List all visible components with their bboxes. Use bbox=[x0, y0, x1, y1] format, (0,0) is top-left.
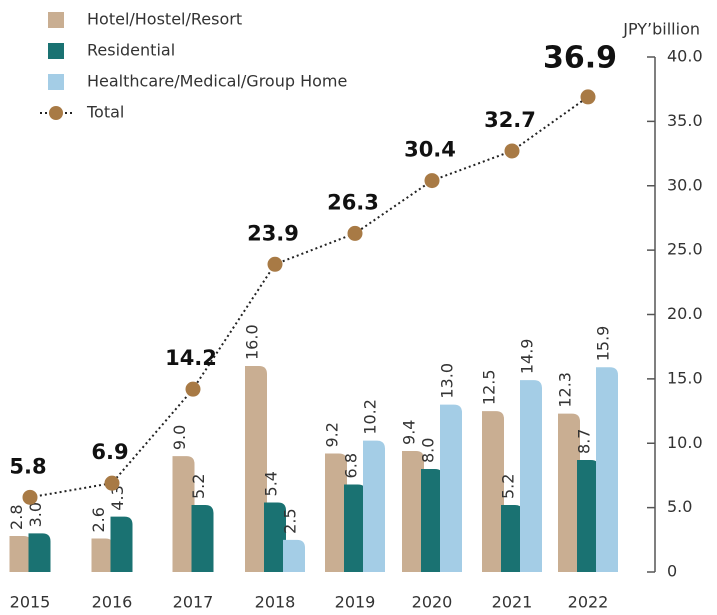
legend-dot bbox=[49, 106, 63, 120]
value-label: 15.9 bbox=[594, 326, 613, 362]
total-label: 23.9 bbox=[247, 221, 299, 245]
y-tick-label: 20.0 bbox=[667, 304, 703, 323]
value-label: 16.0 bbox=[243, 324, 262, 360]
value-label: 5.2 bbox=[499, 474, 518, 499]
y-tick-label: 25.0 bbox=[667, 240, 703, 259]
bar bbox=[596, 367, 618, 572]
total-line bbox=[29, 96, 589, 499]
bar bbox=[191, 505, 214, 572]
bar bbox=[558, 413, 580, 572]
total-point bbox=[185, 381, 201, 397]
total-point bbox=[580, 89, 596, 105]
bar bbox=[264, 502, 286, 572]
legend-swatch bbox=[48, 12, 64, 28]
bar bbox=[325, 453, 347, 572]
value-label: 2.6 bbox=[89, 507, 108, 532]
bar bbox=[91, 538, 114, 572]
total-point bbox=[267, 256, 283, 272]
value-label: 9.0 bbox=[170, 425, 189, 450]
bar bbox=[28, 533, 51, 572]
value-label: 12.3 bbox=[556, 372, 575, 408]
value-label: 8.0 bbox=[419, 438, 438, 463]
bar bbox=[283, 539, 305, 572]
value-label: 3.0 bbox=[26, 502, 45, 527]
y-tick-label: 30.0 bbox=[667, 175, 703, 194]
legend-label: Residential bbox=[87, 41, 175, 60]
total-label: 6.9 bbox=[91, 440, 128, 464]
value-label: 12.5 bbox=[480, 369, 499, 405]
legend-label: Hotel/Hostel/Resort bbox=[87, 10, 242, 29]
bar bbox=[110, 516, 133, 572]
value-label: 13.0 bbox=[438, 363, 457, 399]
value-label: 5.2 bbox=[189, 474, 208, 499]
bar bbox=[344, 484, 366, 572]
legend-swatch bbox=[48, 74, 64, 90]
bar bbox=[245, 366, 267, 572]
legend-swatch bbox=[48, 43, 64, 59]
bar bbox=[363, 440, 385, 572]
y-tick-label: 15.0 bbox=[667, 368, 703, 387]
bar bbox=[501, 505, 523, 572]
value-label: 6.8 bbox=[342, 453, 361, 478]
y-tick-label: 35.0 bbox=[667, 111, 703, 130]
total-point bbox=[347, 225, 363, 241]
value-label: 5.4 bbox=[262, 471, 281, 496]
total-label: 26.3 bbox=[327, 190, 379, 214]
x-tick-label: 2018 bbox=[255, 593, 296, 612]
total-point bbox=[424, 173, 440, 189]
bar bbox=[482, 411, 504, 572]
total-point bbox=[22, 489, 38, 505]
unit-label: JPY’billion bbox=[622, 20, 700, 39]
value-label: 8.7 bbox=[575, 429, 594, 454]
bar bbox=[402, 450, 424, 572]
bar bbox=[577, 459, 599, 572]
x-tick-label: 2022 bbox=[568, 593, 609, 612]
value-label: 2.8 bbox=[7, 504, 26, 529]
value-label: 9.4 bbox=[400, 420, 419, 445]
total-label: 14.2 bbox=[165, 346, 217, 370]
value-label: 4.3 bbox=[108, 485, 127, 510]
total-label: 5.8 bbox=[9, 454, 46, 478]
value-label: 14.9 bbox=[518, 339, 537, 375]
y-tick-label: 5.0 bbox=[667, 497, 692, 516]
y-tick-label: 40.0 bbox=[667, 47, 703, 66]
x-tick-label: 2017 bbox=[173, 593, 214, 612]
bar bbox=[520, 380, 542, 572]
legend-label: Total bbox=[86, 103, 124, 122]
x-tick-label: 2016 bbox=[92, 593, 133, 612]
x-tick-label: 2020 bbox=[412, 593, 453, 612]
total-point bbox=[504, 143, 520, 159]
total-label: 30.4 bbox=[404, 138, 456, 162]
total-label: 32.7 bbox=[484, 108, 536, 132]
bar bbox=[440, 404, 462, 572]
y-tick-label: 10.0 bbox=[667, 433, 703, 452]
value-label: 10.2 bbox=[361, 399, 380, 435]
total-label: 36.9 bbox=[543, 40, 617, 75]
total-point bbox=[104, 475, 120, 491]
legend-label: Healthcare/Medical/Group Home bbox=[87, 72, 347, 91]
y-tick-label: 0 bbox=[667, 562, 677, 581]
x-tick-label: 2021 bbox=[492, 593, 533, 612]
bar bbox=[172, 456, 195, 572]
x-tick-label: 2015 bbox=[10, 593, 51, 612]
bar bbox=[9, 535, 32, 572]
x-tick-label: 2019 bbox=[335, 593, 376, 612]
bar bbox=[421, 469, 443, 572]
value-label: 2.5 bbox=[281, 508, 300, 533]
value-label: 9.2 bbox=[323, 422, 342, 447]
